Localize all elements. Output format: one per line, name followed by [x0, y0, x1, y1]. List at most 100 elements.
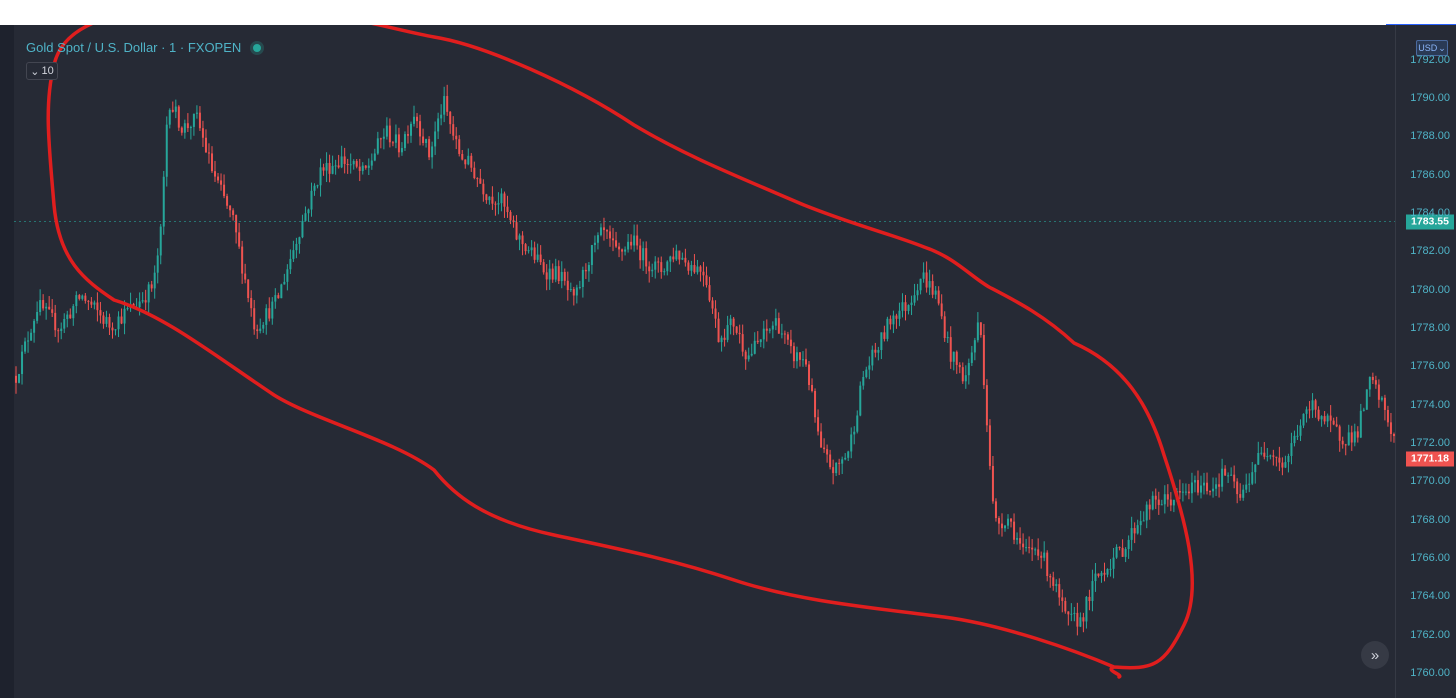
double-chevron-right-icon: »	[1370, 646, 1380, 664]
candle-body	[403, 134, 406, 149]
candle-body	[506, 206, 509, 213]
candle-body	[1317, 409, 1320, 420]
candle-body	[1377, 384, 1380, 400]
candle-body	[717, 318, 720, 343]
candle-body	[1043, 552, 1046, 558]
candle-body	[114, 329, 117, 331]
symbol-legend[interactable]: Gold Spot / U.S. Dollar · 1 · FXOPEN	[26, 40, 262, 55]
candle-body	[232, 210, 235, 216]
candle-body	[605, 230, 608, 232]
candle-body	[880, 332, 883, 351]
candle-body	[946, 337, 949, 339]
candle-body	[804, 359, 807, 365]
currency-selector[interactable]: USD ⌄	[1416, 40, 1448, 56]
live-status-dot	[253, 43, 262, 52]
candle-body	[355, 161, 358, 167]
candle-body	[256, 329, 259, 332]
price-tick-label: 1768.00	[1410, 513, 1450, 526]
candle-body	[400, 148, 403, 153]
candle-body	[1103, 572, 1106, 575]
candle-body	[1106, 569, 1109, 575]
candle-body	[1100, 572, 1103, 576]
candle-body	[1296, 435, 1299, 437]
candle-body	[1215, 484, 1218, 489]
candle-body	[575, 287, 578, 296]
candle-body	[530, 247, 533, 251]
candle-body	[343, 156, 346, 164]
candle-body	[627, 241, 630, 250]
candle-body	[633, 235, 636, 246]
candle-body	[681, 257, 684, 260]
candle-body	[1172, 499, 1175, 506]
candle-body	[669, 256, 672, 262]
candle-body	[126, 308, 129, 310]
candle-body	[1058, 584, 1061, 598]
candle-body	[1281, 462, 1284, 468]
candle-body	[1088, 596, 1091, 602]
legend-collapse-button[interactable]: ⌄ 10	[26, 62, 58, 80]
chevron-down-icon: ⌄	[1438, 42, 1446, 53]
candle-body	[1269, 455, 1272, 457]
candle-body	[1356, 431, 1359, 438]
candle-body	[1025, 547, 1028, 549]
price-tick-label: 1792.00	[1410, 53, 1450, 66]
candle-body	[434, 131, 437, 147]
candle-body	[1139, 521, 1142, 526]
candle-body	[1157, 499, 1160, 505]
candle-body	[672, 256, 675, 260]
candle-body	[485, 194, 488, 201]
candle-body	[892, 315, 895, 325]
chart-pane[interactable]: Gold Spot / U.S. Dollar · 1 · FXOPEN ⌄ 1…	[14, 25, 1456, 698]
candle-body	[744, 351, 747, 360]
candle-body	[422, 136, 425, 144]
candle-body	[18, 374, 21, 383]
candle-body	[30, 332, 33, 341]
candle-body	[868, 365, 871, 370]
candle-body	[1218, 484, 1221, 487]
candle-body	[1037, 549, 1040, 556]
candle-body	[639, 245, 642, 261]
candle-body	[862, 376, 865, 386]
candle-body	[1212, 488, 1215, 492]
candle-body	[144, 300, 147, 303]
candle-body	[1284, 462, 1287, 468]
candle-body	[1040, 555, 1043, 558]
candle-body	[602, 227, 605, 231]
scroll-to-realtime-button[interactable]: »	[1361, 641, 1389, 669]
price-chart[interactable]	[14, 25, 1456, 698]
candle-body	[1368, 376, 1371, 390]
candle-body	[223, 184, 226, 197]
candle-body	[904, 302, 907, 311]
top-toolbar	[0, 0, 1456, 31]
candle-body	[87, 300, 90, 302]
candle-body	[210, 153, 213, 172]
candle-body	[1181, 491, 1184, 493]
candle-body	[1064, 600, 1067, 612]
candle-body	[596, 235, 599, 243]
candle-body	[1067, 611, 1070, 615]
candle-body	[660, 262, 663, 272]
candle-body	[1145, 504, 1148, 521]
candle-body	[331, 165, 334, 174]
candle-body	[138, 301, 141, 308]
candle-body	[642, 248, 645, 261]
candle-body	[33, 320, 36, 333]
candle-body	[271, 301, 274, 319]
candle-body	[1196, 480, 1199, 493]
symbol-title: Gold Spot / U.S. Dollar · 1 · FXOPEN	[26, 40, 242, 55]
candle-body	[244, 273, 247, 280]
candle-body	[162, 176, 165, 227]
candle-body	[569, 289, 572, 291]
candle-body	[1154, 495, 1157, 500]
candle-body	[241, 246, 244, 274]
candle-body	[27, 340, 30, 342]
candle-body	[1236, 481, 1239, 495]
price-scale[interactable]: USD ⌄ 1783.55 1771.18 1792.00 1790.00 1788.…	[1395, 25, 1456, 698]
candle-body	[497, 203, 500, 205]
candle-body	[952, 351, 955, 362]
candle-body	[479, 178, 482, 184]
candle-body	[1347, 432, 1350, 446]
candle-body	[48, 306, 51, 310]
candle-body	[1245, 484, 1248, 490]
drawing-toolbar[interactable]	[0, 25, 15, 698]
